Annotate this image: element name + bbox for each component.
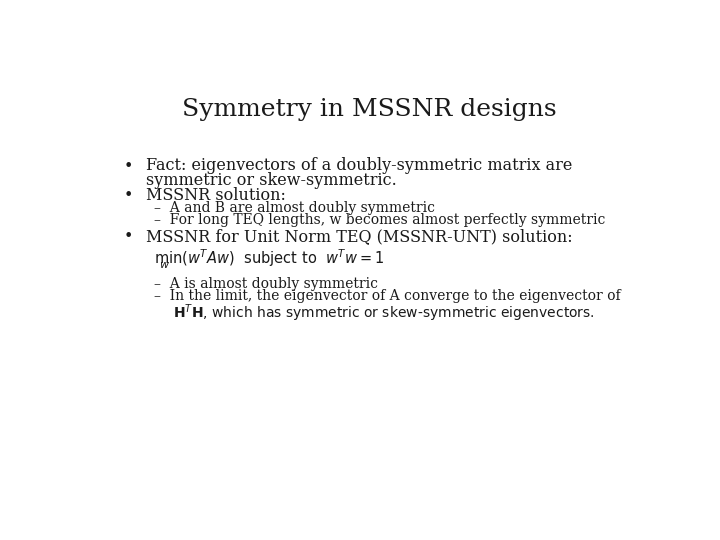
Text: –  In the limit, the eigenvector of A converge to the eigenvector of: – In the limit, the eigenvector of A con… bbox=[154, 289, 621, 303]
Text: $\mathrm{min}(\mathit{w}^{T}\mathit{A}\mathit{w})$  subject to  $\mathit{w}^{T}\: $\mathrm{min}(\mathit{w}^{T}\mathit{A}\m… bbox=[154, 248, 384, 269]
Text: •: • bbox=[124, 187, 133, 204]
Text: –  A and B are almost doubly symmetric: – A and B are almost doubly symmetric bbox=[154, 201, 435, 215]
Text: $\mathbf{H}^{\mathit{T}}\mathbf{H}$, which has symmetric or skew-symmetric eigen: $\mathbf{H}^{\mathit{T}}\mathbf{H}$, whi… bbox=[173, 302, 595, 324]
Text: •: • bbox=[124, 158, 133, 176]
Text: •: • bbox=[124, 228, 133, 245]
Text: MSSNR for Unit Norm TEQ (MSSNR-UNT) solution:: MSSNR for Unit Norm TEQ (MSSNR-UNT) solu… bbox=[145, 228, 572, 245]
Text: –  For long TEQ lengths, w becomes almost perfectly symmetric: – For long TEQ lengths, w becomes almost… bbox=[154, 213, 606, 227]
Text: –  A is almost doubly symmetric: – A is almost doubly symmetric bbox=[154, 277, 378, 291]
Text: $\mathit{w}$: $\mathit{w}$ bbox=[158, 260, 170, 270]
Text: MSSNR solution:: MSSNR solution: bbox=[145, 187, 286, 204]
Text: Symmetry in MSSNR designs: Symmetry in MSSNR designs bbox=[181, 98, 557, 121]
Text: Fact: eigenvectors of a doubly-symmetric matrix are: Fact: eigenvectors of a doubly-symmetric… bbox=[145, 157, 572, 174]
Text: symmetric or skew-symmetric.: symmetric or skew-symmetric. bbox=[145, 172, 397, 189]
